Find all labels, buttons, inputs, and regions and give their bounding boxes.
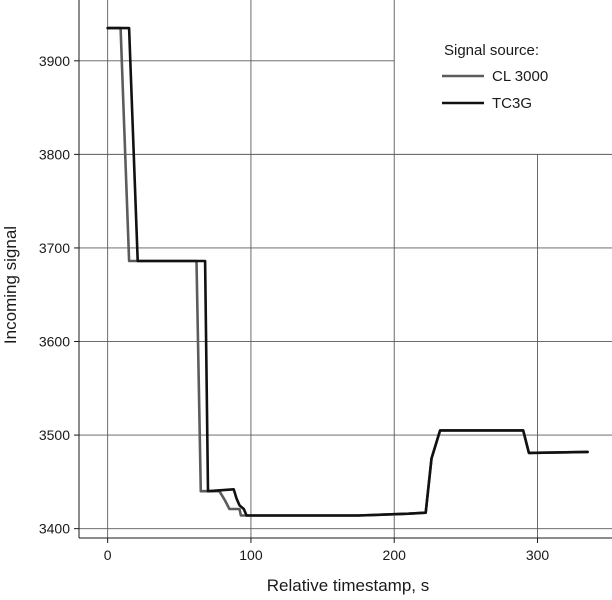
y-tick-label-4: 3800	[39, 146, 70, 162]
y-tick-label-1: 3500	[39, 427, 70, 443]
y-tick-label-0: 3400	[39, 521, 70, 537]
y-tick-label-2: 3600	[39, 334, 70, 350]
axes: 3400 3500 3600 3700 3800 3900 0 100 200 300	[39, 0, 612, 563]
x-tick-label-2: 200	[383, 547, 407, 563]
y-tick-label-3: 3700	[39, 240, 70, 256]
legend: Signal source: CL 3000 TC3G	[442, 42, 548, 112]
legend-label-1: TC3G	[492, 95, 532, 112]
y-tick-label-5: 3900	[39, 53, 70, 69]
series-line-tc3g	[106, 26, 589, 517]
x-tick-label-0: 0	[104, 547, 112, 563]
x-tick-label-1: 100	[239, 547, 263, 563]
gridlines	[79, 0, 612, 538]
y-axis-title: Incoming signal	[1, 226, 20, 344]
series-lines	[106, 26, 589, 517]
x-axis-title: Relative timestamp, s	[267, 576, 430, 595]
legend-title: Signal source:	[444, 42, 539, 59]
x-tick-label-3: 300	[526, 547, 550, 563]
legend-label-0: CL 3000	[492, 68, 548, 85]
